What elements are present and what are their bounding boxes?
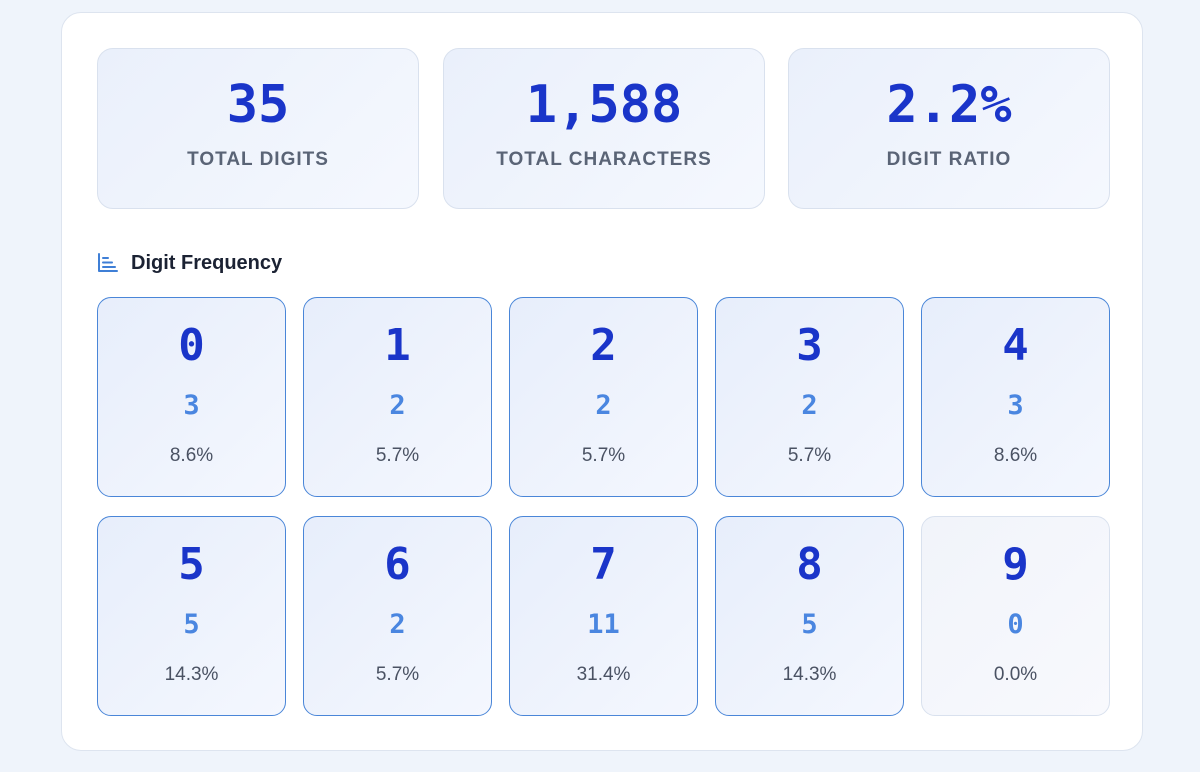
digit-card-4: 4 3 8.6% xyxy=(921,297,1110,497)
digit-card-5: 5 5 14.3% xyxy=(97,516,286,716)
digit-count: 5 xyxy=(183,609,200,640)
total-digits-label: TOTAL DIGITS xyxy=(187,149,329,170)
total-digits-value: 35 xyxy=(226,75,290,135)
digit-char: 2 xyxy=(590,320,617,371)
digit-count: 2 xyxy=(389,390,406,421)
digit-char: 7 xyxy=(590,539,617,590)
digit-count: 3 xyxy=(1007,390,1024,421)
digit-card-6: 6 2 5.7% xyxy=(303,516,492,716)
digit-count: 5 xyxy=(801,609,818,640)
digit-count: 3 xyxy=(183,390,200,421)
total-characters-value: 1,588 xyxy=(525,75,683,135)
digit-count: 0 xyxy=(1007,609,1024,640)
digit-count: 11 xyxy=(587,609,620,640)
digit-card-3: 3 2 5.7% xyxy=(715,297,904,497)
digit-char: 1 xyxy=(384,320,411,371)
digit-count: 2 xyxy=(595,390,612,421)
digit-percent: 5.7% xyxy=(375,445,420,466)
summary-stats: 35 TOTAL DIGITS 1,588 TOTAL CHARACTERS 2… xyxy=(97,48,1110,209)
digit-char: 3 xyxy=(796,320,823,371)
digit-ratio-value: 2.2% xyxy=(886,75,1012,135)
digit-percent: 5.7% xyxy=(375,664,420,685)
digit-char: 5 xyxy=(178,539,205,590)
section-title: Digit Frequency xyxy=(131,252,283,274)
digit-card-1: 1 2 5.7% xyxy=(303,297,492,497)
total-characters-label: TOTAL CHARACTERS xyxy=(496,149,712,170)
digit-percent: 5.7% xyxy=(581,445,626,466)
digit-ratio-card: 2.2% DIGIT RATIO xyxy=(788,48,1110,209)
digit-card-9: 9 0 0.0% xyxy=(921,516,1110,716)
digit-char: 0 xyxy=(178,320,205,371)
digit-count: 2 xyxy=(389,609,406,640)
digit-ratio-label: DIGIT RATIO xyxy=(886,149,1012,170)
digit-analysis-panel: 35 TOTAL DIGITS 1,588 TOTAL CHARACTERS 2… xyxy=(61,12,1143,751)
digit-percent: 5.7% xyxy=(787,445,832,466)
digit-card-8: 8 5 14.3% xyxy=(715,516,904,716)
digit-percent: 8.6% xyxy=(169,445,214,466)
digit-frequency-grid: 0 3 8.6% 1 2 5.7% 2 2 5.7% 3 2 5.7% 4 3 8.6% 5 5 14.3% 6 2 5… xyxy=(97,297,1110,718)
total-digits-card: 35 TOTAL DIGITS xyxy=(97,48,419,209)
digit-char: 4 xyxy=(1002,320,1029,371)
bar-chart-icon xyxy=(97,252,119,274)
digit-frequency-heading: Digit Frequency xyxy=(97,250,282,276)
digit-percent: 31.4% xyxy=(576,664,631,685)
digit-char: 6 xyxy=(384,539,411,590)
digit-count: 2 xyxy=(801,390,818,421)
digit-card-7: 7 11 31.4% xyxy=(509,516,698,716)
digit-percent: 14.3% xyxy=(164,664,219,685)
digit-percent: 14.3% xyxy=(782,664,837,685)
digit-percent: 8.6% xyxy=(993,445,1038,466)
digit-card-2: 2 2 5.7% xyxy=(509,297,698,497)
digit-card-0: 0 3 8.6% xyxy=(97,297,286,497)
digit-char: 9 xyxy=(1002,539,1029,590)
digit-char: 8 xyxy=(796,539,823,590)
digit-percent: 0.0% xyxy=(993,664,1038,685)
total-characters-card: 1,588 TOTAL CHARACTERS xyxy=(443,48,765,209)
